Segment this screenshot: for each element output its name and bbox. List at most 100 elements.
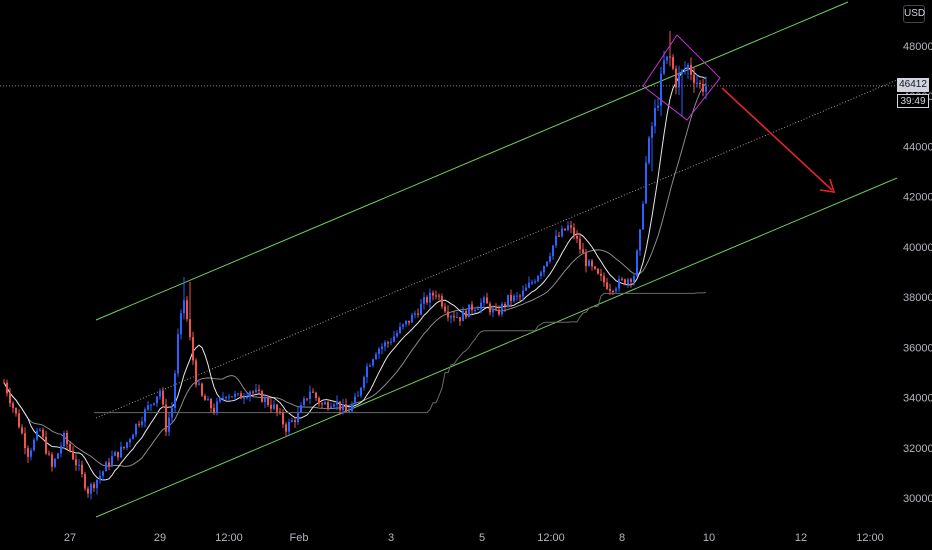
candle-body <box>378 348 380 354</box>
candle-body <box>273 404 275 409</box>
candle-body <box>528 282 530 288</box>
y-tick-label: 42000 <box>903 192 932 204</box>
candle-body <box>495 308 497 310</box>
candle-body <box>255 389 257 392</box>
candle-body <box>477 308 479 310</box>
fast-moving-average-line <box>3 67 707 481</box>
candle-body <box>261 390 263 402</box>
diamond-pattern <box>642 34 721 121</box>
candle-body <box>282 412 284 425</box>
candle-body <box>504 304 506 307</box>
y-tick-label: 32000 <box>903 443 932 455</box>
candle-body <box>51 454 53 467</box>
candle-body <box>144 409 146 422</box>
candle-body <box>330 406 332 408</box>
candle-body <box>567 225 569 231</box>
candle-body <box>309 391 311 400</box>
candle-body <box>552 245 554 257</box>
channel-upper-line <box>95 1 849 321</box>
candle-body <box>228 396 230 398</box>
candle-body <box>135 423 137 435</box>
candle-body <box>459 317 461 322</box>
candle-body <box>411 314 413 323</box>
y-tick-label: 44000 <box>903 141 932 153</box>
candle-body <box>645 162 647 204</box>
candle-body <box>279 411 281 413</box>
candle-body <box>471 304 473 311</box>
candle-body <box>168 417 170 432</box>
y-tick-label: 36000 <box>903 342 932 354</box>
candle-body <box>693 74 695 84</box>
candle-body <box>612 290 614 292</box>
candle-body <box>24 433 26 449</box>
candle-body <box>75 459 77 466</box>
candle-body <box>234 393 236 397</box>
candle-body <box>198 383 200 385</box>
candle-body <box>597 268 599 274</box>
candle-body <box>318 397 320 404</box>
candle-body <box>609 288 611 291</box>
last-price-label: 46412 <box>897 78 929 92</box>
candle-body <box>399 326 401 333</box>
candle-body <box>138 423 140 425</box>
candle-body <box>180 313 182 335</box>
candle-body <box>195 360 197 385</box>
candle-body <box>417 313 419 315</box>
candle-body <box>381 346 383 349</box>
x-tick-label: Feb <box>290 532 309 544</box>
candle-body <box>447 311 449 318</box>
candle-body <box>648 137 650 163</box>
x-tick-label: 12 <box>795 532 807 544</box>
candle-body <box>333 404 335 407</box>
candle-body <box>306 398 308 400</box>
candle-body <box>252 391 254 393</box>
candle-body <box>210 398 212 409</box>
x-tick-label: 5 <box>479 532 485 544</box>
candle-body <box>573 227 575 236</box>
candle-body <box>66 432 68 445</box>
candle-body <box>117 451 119 458</box>
candle-body <box>657 105 659 108</box>
candle-body <box>342 404 344 410</box>
candle-body <box>531 282 533 284</box>
candle-body <box>276 404 278 412</box>
candle-body <box>285 424 287 432</box>
candle-body <box>621 279 623 281</box>
candle-body <box>225 396 227 398</box>
candle-body <box>525 287 527 291</box>
candle-body <box>702 84 704 92</box>
candle-body <box>288 421 290 432</box>
candle-body <box>594 266 596 269</box>
x-tick-label: 29 <box>154 532 166 544</box>
candle-body <box>327 402 329 408</box>
candle-body <box>33 439 35 451</box>
candle-body <box>216 401 218 413</box>
candle-body <box>513 295 515 301</box>
candle-body <box>81 464 83 475</box>
candle-body <box>630 279 632 282</box>
candle-body <box>150 404 152 406</box>
candle-body <box>312 391 314 393</box>
candle-body <box>363 377 365 388</box>
currency-button[interactable]: USD <box>903 5 925 23</box>
candle-body <box>18 413 20 428</box>
candle-body <box>426 297 428 303</box>
candle-body <box>156 396 158 404</box>
candle-body <box>678 73 680 88</box>
candle-body <box>603 275 605 283</box>
candle-body <box>393 336 395 342</box>
candle-body <box>549 256 551 262</box>
candle-body <box>111 456 113 466</box>
candle-body <box>129 439 131 443</box>
candle-body <box>522 290 524 297</box>
red-arrow-icon <box>819 178 836 193</box>
candle-body <box>534 281 536 283</box>
candle-body <box>474 309 476 311</box>
candle-body <box>177 334 179 374</box>
candle-body <box>351 403 353 411</box>
candle-body <box>624 279 626 285</box>
x-tick-label: 10 <box>703 532 715 544</box>
candle-body <box>465 310 467 318</box>
candle-body <box>36 430 38 440</box>
